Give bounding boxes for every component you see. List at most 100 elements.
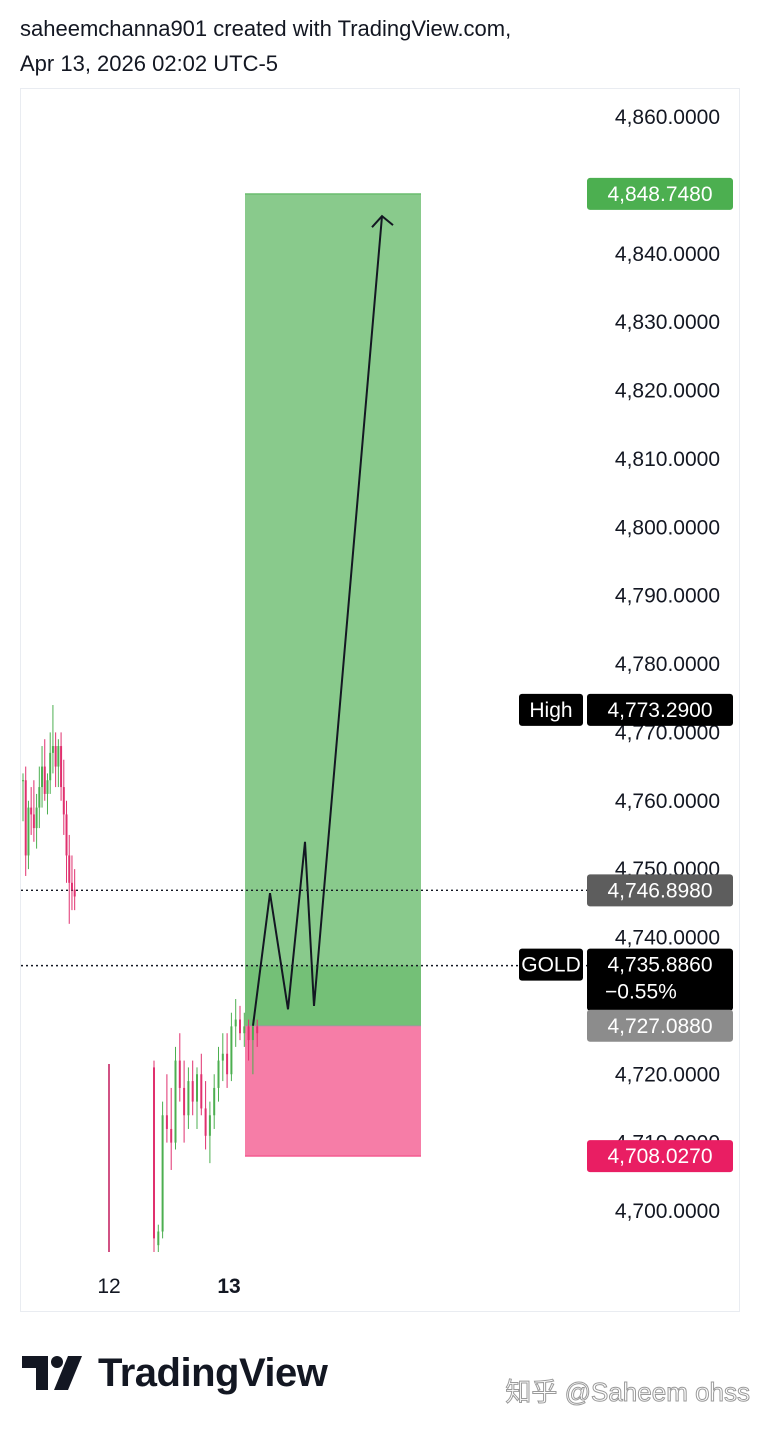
candle [183,1060,186,1143]
candle-body [251,1026,254,1041]
price-axis[interactable]: 4,860.00004,850.00004,840.00004,830.0000… [615,106,720,1223]
profit-zone[interactable] [245,193,421,1026]
price-tag-box [587,874,733,907]
price-axis-label: 4,830.0000 [615,311,720,334]
candle-body [60,746,63,788]
tradingview-logo-text: TradingView [98,1350,328,1395]
price-axis-label: 4,810.0000 [615,448,720,471]
price-tag-label-box [519,948,583,981]
candle-body [153,1067,155,1239]
candle-body [70,882,73,890]
candle [35,793,38,849]
price-axis-label: 4,790.0000 [615,585,720,608]
candle [213,1074,216,1129]
candle [32,780,35,842]
stop-loss-zone[interactable] [245,1025,421,1157]
price-tag-label: High [529,699,572,722]
candle-body [187,1081,190,1116]
candle [251,1019,254,1075]
candle [178,1033,181,1102]
price-axis-label: 4,700.0000 [615,1200,720,1223]
price-tag-box [587,1009,733,1042]
candle-body [217,1060,220,1088]
candle [208,1101,211,1164]
candle [38,766,41,829]
candle-body [157,1231,160,1246]
candle-body [256,1026,259,1034]
candle [191,1060,194,1116]
candle [256,1019,259,1047]
filled-profit-zone [245,965,421,1026]
candle [217,1046,220,1102]
candle-body [30,807,33,815]
candle-body [183,1087,186,1116]
candle [204,1081,207,1150]
candle-body [22,780,24,782]
time-axis[interactable]: 12 13 [97,1275,240,1298]
candle-body [24,780,27,856]
time-axis-label: 13 [217,1275,240,1298]
candle-body [230,1026,233,1075]
price-tag-change: −0.55% [605,981,677,1004]
candle-body [41,766,44,788]
candle-body [51,746,54,753]
projection-path[interactable] [252,214,394,1026]
price-tag-value: 4,708.0270 [607,1145,712,1168]
candle-body [73,889,76,897]
candle-body [204,1108,207,1136]
candle-body [35,807,38,829]
price-tag: 4,773.2900 High [519,693,733,726]
candle [170,1087,173,1170]
candle-body [200,1074,203,1109]
candle [161,1101,164,1239]
price-tag-value: 4,848.7480 [607,183,712,206]
price-tag-box [587,693,733,726]
candle [174,1046,177,1150]
candle-body [161,1115,164,1232]
price-tag: 4,735.8860 −0.55% GOLD [519,948,733,1011]
price-tag-box [587,1140,733,1173]
candle-body [243,1026,246,1034]
price-chart[interactable]: 4,860.00004,850.00004,840.00004,830.0000… [21,89,739,1311]
price-tag-value: 4,746.8980 [607,879,712,902]
candle-body [226,1053,229,1075]
price-axis-label: 4,840.0000 [615,243,720,266]
candle [24,766,27,876]
price-tag: 4,746.8980 [587,874,733,907]
candle-body [196,1074,198,1102]
price-tag-label: GOLD [521,954,581,977]
price-tag: 4,708.0270 [587,1140,733,1173]
candle [30,787,33,835]
candle-body [247,1026,250,1041]
candle [41,746,44,808]
candle [247,1019,250,1061]
chart-header-author: saheemchanna901 created with TradingView… [20,16,512,41]
price-axis-label: 4,860.0000 [615,106,720,129]
candle [239,1005,241,1041]
price-axis-label: 4,780.0000 [615,653,720,676]
candle [43,739,46,801]
candle [230,1012,233,1082]
price-tag-value: 4,735.8860 [607,954,712,977]
price-axis-label: 4,820.0000 [615,380,720,403]
candle-body [27,807,30,856]
watermark: 知乎 @Saheem ohss [505,1377,751,1408]
price-tag-label-box [519,693,583,726]
candle-body [57,746,60,767]
price-tags: 4,848.7480 4,773.2900 High 4,746.8980 4,735.… [519,177,733,1173]
candle-body [208,1115,211,1136]
projection-zigzag-line[interactable] [252,216,383,1026]
candles [22,705,259,1253]
candle [46,773,49,815]
chart-frame[interactable]: 4,860.00004,850.00004,840.00004,830.0000… [20,88,740,1312]
price-tag: 4,727.0880 [587,1009,733,1042]
candle [49,732,52,794]
candle-body [221,1053,224,1061]
candle [27,800,30,870]
candle [200,1053,203,1116]
candle-body [165,1115,168,1129]
price-tag-value: 4,727.0880 [607,1015,712,1038]
position-tool[interactable] [245,193,421,1157]
tradingview-logo: TradingView [22,1350,328,1395]
candle [153,1060,155,1253]
